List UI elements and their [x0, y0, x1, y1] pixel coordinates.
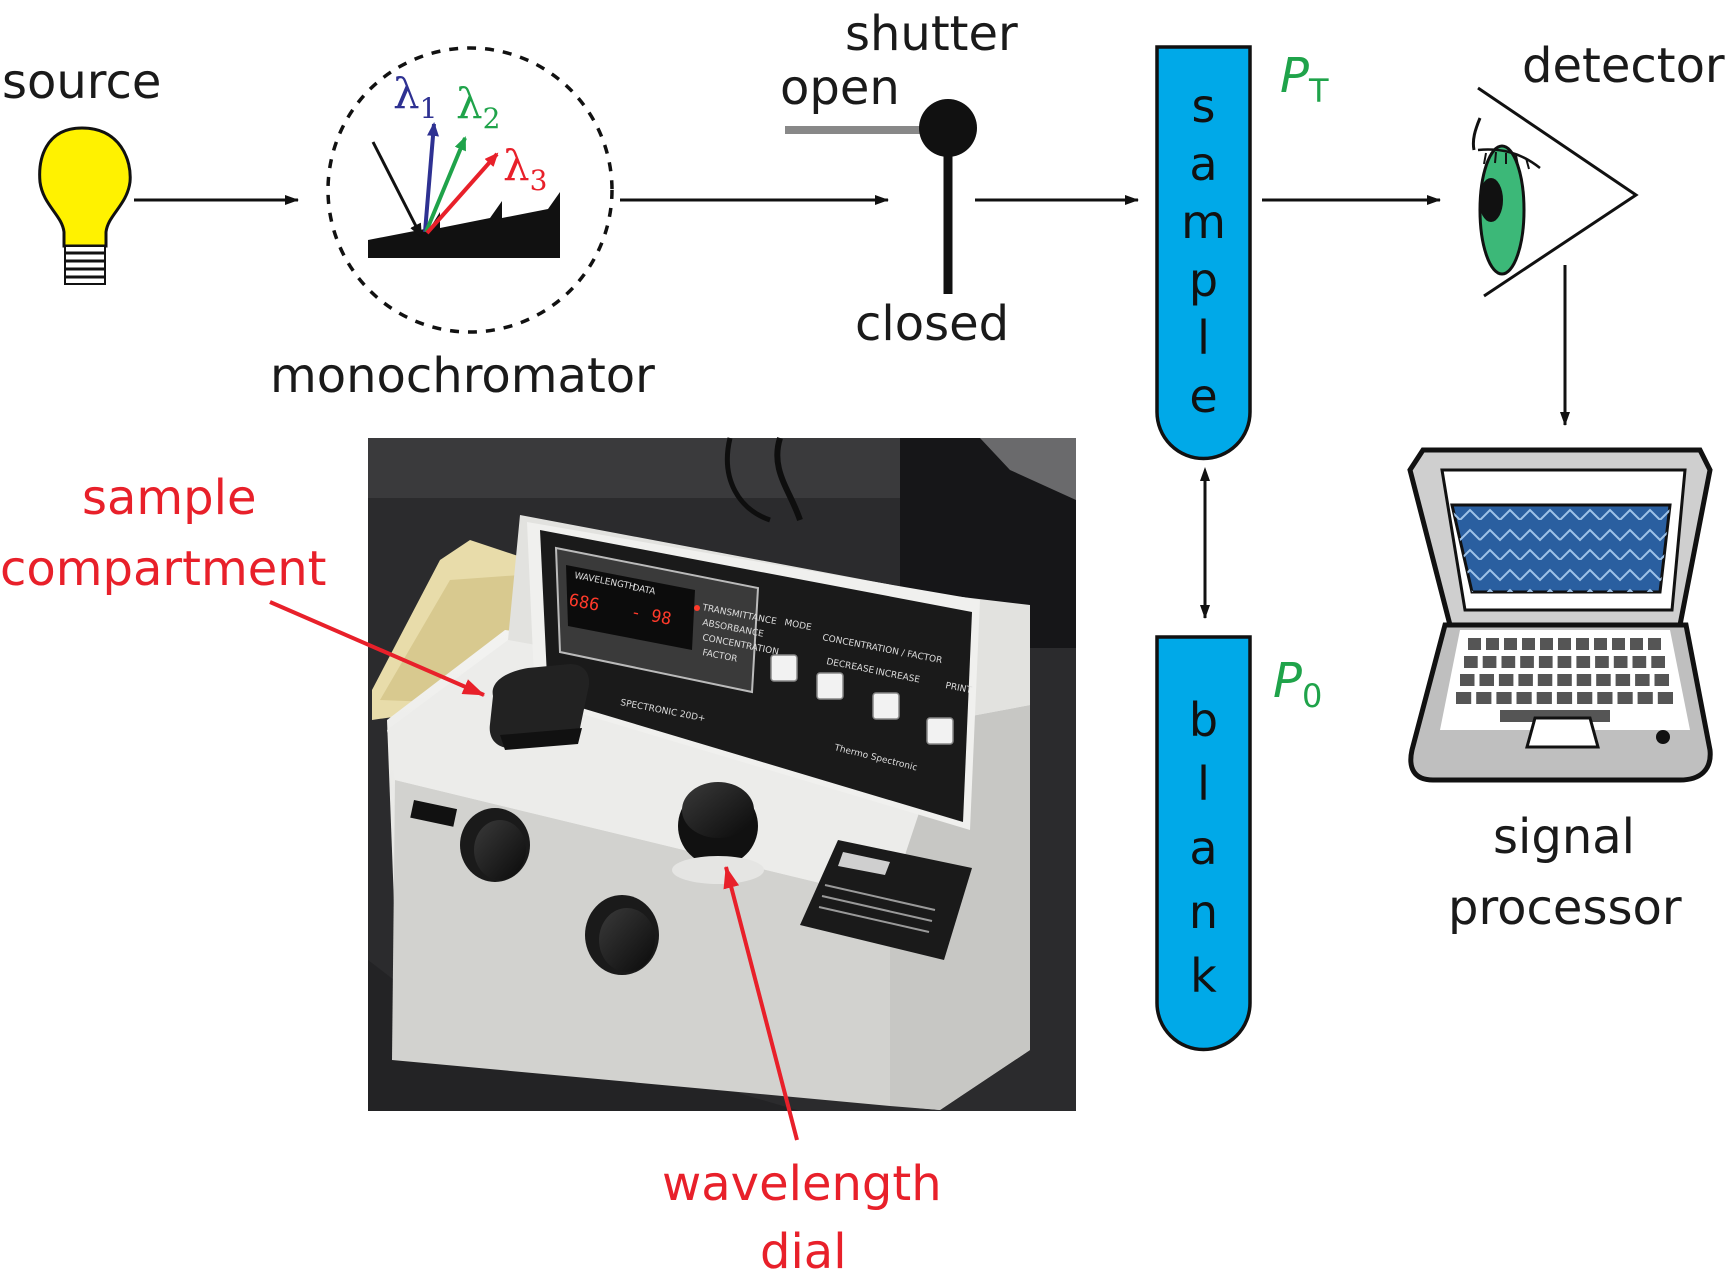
blank-tube-letter: k: [1190, 949, 1217, 1003]
laptop-key: [1460, 674, 1475, 686]
monochromator-icon: λ1 λ2 λ3: [326, 46, 614, 334]
laptop-key: [1596, 674, 1611, 686]
laptop-key: [1657, 692, 1673, 704]
laptop-key: [1651, 656, 1665, 668]
wavelength-dial-pointer: [723, 866, 799, 1141]
laptop-key: [1630, 638, 1643, 650]
laptop-key: [1615, 674, 1631, 686]
lambda-1-label: λ1: [393, 69, 437, 125]
mode-button: [770, 654, 798, 682]
signal-processor-label-line2: processor: [1448, 880, 1682, 936]
laptop-key: [1464, 656, 1478, 668]
sample-compartment-label-line1: sample: [82, 470, 257, 526]
laptop-key: [1504, 638, 1517, 650]
wavelength-dial-label-line1: wavelength: [662, 1156, 942, 1212]
detector-label: detector: [1522, 38, 1725, 94]
laptop-key: [1536, 692, 1552, 704]
laptop-key: [1558, 638, 1571, 650]
wavelength-dial-label-line2: dial: [760, 1224, 847, 1280]
sample-tube-letter: p: [1189, 253, 1218, 307]
sample-tube-letter: s: [1192, 79, 1216, 133]
blank-tube-letter: n: [1189, 885, 1218, 939]
laptop-key: [1632, 656, 1647, 668]
laptop-key: [1522, 638, 1535, 650]
laptop-key: [1576, 674, 1592, 686]
laptop-key: [1635, 674, 1650, 686]
shutter-open-label: open: [780, 60, 900, 116]
sample-tube-letters: sample: [1181, 79, 1226, 423]
laptop-key: [1637, 692, 1653, 704]
shutter-closed-label: closed: [855, 296, 1009, 352]
diffracted-ray-1: [423, 122, 439, 233]
blank-tube-letter: l: [1197, 757, 1210, 811]
laptop-key: [1594, 638, 1607, 650]
laptop-key: [1595, 656, 1609, 668]
laptop-key: [1538, 656, 1553, 668]
shutter-icon: [785, 99, 977, 294]
decrease-button: [816, 672, 844, 700]
laptop-key: [1486, 638, 1499, 650]
sample-compartment-label-line2: compartment: [0, 541, 326, 597]
laptop-key: [1613, 656, 1628, 668]
laptop-key: [1498, 674, 1514, 686]
instruction-plate: [800, 840, 972, 960]
sample-compartment-lid: [489, 664, 590, 748]
sample-tube: sample: [1155, 45, 1252, 461]
lambda-3-label: λ3: [503, 141, 547, 197]
monochromator-label: monochromator: [270, 348, 655, 404]
shutter-label: shutter: [845, 6, 1018, 62]
laptop-key: [1576, 638, 1589, 650]
blank-tube-letter: b: [1189, 693, 1218, 747]
spectrometer-photo: WAVELENGTH DATA 686 - 98 TRANSMITTANCE A…: [368, 437, 1076, 1111]
laptop-key: [1456, 692, 1472, 704]
laptop-key: [1540, 638, 1553, 650]
sample-tube-letter: a: [1189, 137, 1217, 191]
laptop-icon: [1407, 447, 1713, 783]
eye-icon: [1471, 86, 1639, 298]
sample-tube-letter: m: [1181, 195, 1226, 249]
laptop-key: [1612, 638, 1625, 650]
laptop-key: [1482, 656, 1497, 668]
laptop-key: [1557, 656, 1572, 668]
light-bulb-icon: [38, 126, 132, 285]
diffracted-ray-3: [425, 152, 499, 235]
laptop-key: [1501, 656, 1516, 668]
laptop-key: [1537, 674, 1553, 686]
laptop-key: [1496, 692, 1512, 704]
incident-ray: [371, 141, 423, 238]
laptop-key: [1557, 674, 1572, 686]
laptop-key: [1654, 674, 1669, 686]
increase-button: [872, 692, 900, 720]
laptop-key: [1516, 692, 1532, 704]
laptop-key: [1476, 692, 1492, 704]
laptop-key: [1617, 692, 1633, 704]
incident-power-label: P0: [1273, 653, 1322, 715]
lambda-2-label: λ2: [456, 79, 500, 135]
sample-tube-letter: l: [1197, 311, 1210, 365]
blank-tube-letter: a: [1189, 821, 1217, 875]
signal-processor-label-line1: signal: [1493, 809, 1635, 865]
sample-tube-letter: e: [1189, 369, 1217, 423]
laptop-key: [1648, 638, 1661, 650]
display-header-data: DATA: [631, 583, 656, 597]
source-label: source: [2, 54, 161, 110]
laptop-key: [1576, 656, 1591, 668]
laptop-key: [1597, 692, 1613, 704]
laptop-key: [1468, 638, 1481, 650]
diffracted-ray-2: [424, 136, 467, 233]
print-button: [926, 717, 954, 745]
laptop-key: [1479, 674, 1494, 686]
laptop-key: [1556, 692, 1573, 704]
sample-compartment-pointer: [269, 600, 485, 697]
transmitted-power-label: PT: [1280, 48, 1329, 110]
laptop-key: [1577, 692, 1593, 704]
laptop-key: [1520, 656, 1534, 668]
laptop-key: [1518, 674, 1533, 686]
